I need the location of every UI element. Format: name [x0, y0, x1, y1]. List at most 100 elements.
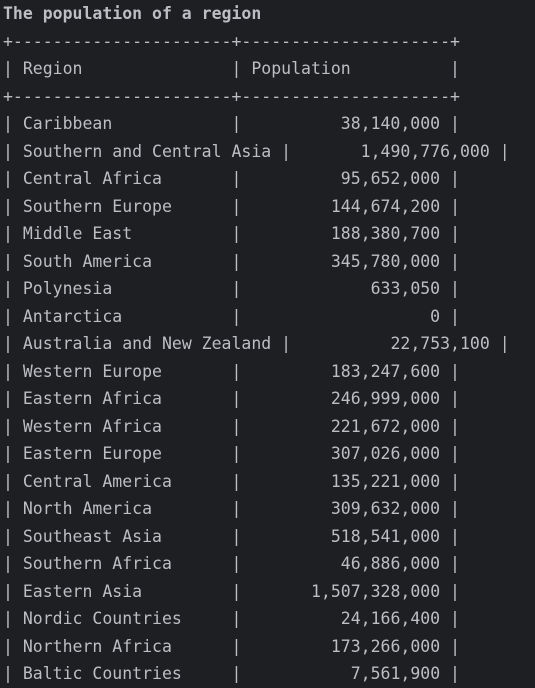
- population-cell: 24,166,400: [340, 609, 441, 628]
- border: |: [440, 664, 460, 683]
- table-row: | Australia and New Zealand | 22,753,100…: [3, 330, 535, 358]
- border: |: [3, 554, 23, 573]
- border: |: [152, 251, 252, 271]
- population-cell: 345,780,000: [330, 251, 441, 271]
- border: |: [3, 389, 23, 408]
- border: |: [181, 609, 252, 628]
- border: |: [3, 224, 23, 243]
- population-cell: 307,026,000: [330, 444, 441, 463]
- table-border: +----------------------+----------------…: [3, 31, 460, 51]
- border: |: [82, 59, 252, 78]
- population-cell: 183,247,600: [330, 361, 441, 381]
- region-cell: Polynesia: [22, 279, 113, 298]
- table-row: | Nordic Countries | 24,166,400 |: [3, 605, 535, 633]
- border: |: [3, 114, 23, 133]
- border: |: [440, 224, 461, 243]
- border: |: [171, 471, 252, 491]
- table-row: | Central America | 135,221,000 |: [3, 468, 535, 496]
- region-cell: Southern Europe: [22, 196, 172, 216]
- border: |: [112, 114, 252, 133]
- border: [251, 417, 330, 436]
- table-row: | Western Europe | 183,247,600 |: [3, 358, 535, 386]
- border: [251, 582, 311, 601]
- border: |: [3, 361, 23, 381]
- table-border: +----------------------+----------------…: [3, 86, 460, 106]
- border: [251, 664, 350, 683]
- region-cell: Southern Africa: [22, 554, 172, 573]
- border: |: [440, 389, 460, 408]
- border: |: [440, 636, 461, 656]
- border: [251, 362, 330, 381]
- border: |: [440, 251, 460, 271]
- border: |: [271, 141, 302, 161]
- border: |: [142, 581, 252, 601]
- border: |: [3, 416, 23, 436]
- population-cell: 518,541,000: [330, 526, 441, 546]
- region-cell: North America: [22, 499, 153, 518]
- table-row: | Eastern Europe | 307,026,000 |: [3, 440, 535, 468]
- region-cell: South America: [22, 251, 153, 271]
- region-cell: Eastern Africa: [22, 389, 162, 408]
- border: [251, 554, 340, 573]
- region-cell: Southeast Asia: [22, 526, 162, 546]
- border: |: [440, 416, 460, 436]
- table-row: | Western Africa | 221,672,000 |: [3, 413, 535, 441]
- column-header: Region: [22, 59, 83, 78]
- border: |: [161, 169, 252, 188]
- population-cell: 1,507,328,000: [310, 581, 441, 601]
- population-cell: 38,140,000: [340, 114, 441, 133]
- border: |: [3, 444, 23, 463]
- population-cell: 221,672,000: [330, 416, 441, 436]
- border: |: [440, 444, 460, 463]
- population-cell: 46,886,000: [340, 554, 441, 573]
- region-cell: Central America: [22, 471, 172, 491]
- table-row: | Eastern Africa | 246,999,000 |: [3, 385, 535, 413]
- border: |: [161, 361, 252, 381]
- border: |: [3, 334, 23, 353]
- border: |: [440, 361, 460, 381]
- border: |: [3, 499, 23, 518]
- population-cell: 22,753,100: [390, 334, 490, 353]
- region-cell: Northern Africa: [22, 636, 172, 656]
- table-row: | Antarctica | 0 |: [3, 303, 535, 331]
- region-cell: Caribbean: [22, 114, 113, 133]
- column-header: Population: [251, 59, 351, 78]
- border: |: [3, 471, 23, 491]
- border: |: [112, 279, 252, 298]
- region-cell: Nordic Countries: [22, 609, 182, 628]
- border: |: [171, 636, 252, 656]
- border: [251, 609, 340, 628]
- population-cell: 173,266,000: [330, 636, 441, 656]
- border: |: [440, 306, 460, 326]
- border: |: [440, 169, 460, 188]
- border: |: [122, 306, 252, 326]
- border: [251, 197, 330, 216]
- region-cell: Australia and New Zealand: [22, 334, 272, 353]
- region-cell: Central Africa: [22, 169, 162, 188]
- border: |: [171, 196, 252, 216]
- population-cell: 144,674,200: [330, 196, 441, 216]
- border: |: [440, 499, 460, 518]
- border: |: [3, 59, 23, 78]
- terminal-output: The population of a region +------------…: [3, 0, 535, 688]
- table-row: | Southeast Asia | 518,541,000 |: [3, 523, 535, 551]
- border: |: [440, 114, 460, 133]
- table-row: | Northern Africa | 173,266,000 |: [3, 633, 535, 661]
- table-row: | North America | 309,632,000 |: [3, 495, 535, 523]
- region-cell: Southern and Central Asia: [22, 141, 272, 161]
- border: |: [3, 306, 23, 326]
- border: |: [440, 581, 460, 601]
- border: |: [350, 59, 460, 78]
- border: |: [161, 526, 252, 546]
- border: |: [440, 471, 461, 491]
- border: |: [3, 196, 23, 216]
- border: [251, 114, 340, 133]
- border: |: [440, 526, 460, 546]
- border: [251, 279, 370, 298]
- table-header: | Region | Population |: [3, 55, 535, 83]
- border: |: [3, 141, 23, 161]
- region-cell: Middle East: [22, 224, 133, 243]
- region-cell: Western Europe: [22, 361, 162, 381]
- border: [251, 444, 330, 463]
